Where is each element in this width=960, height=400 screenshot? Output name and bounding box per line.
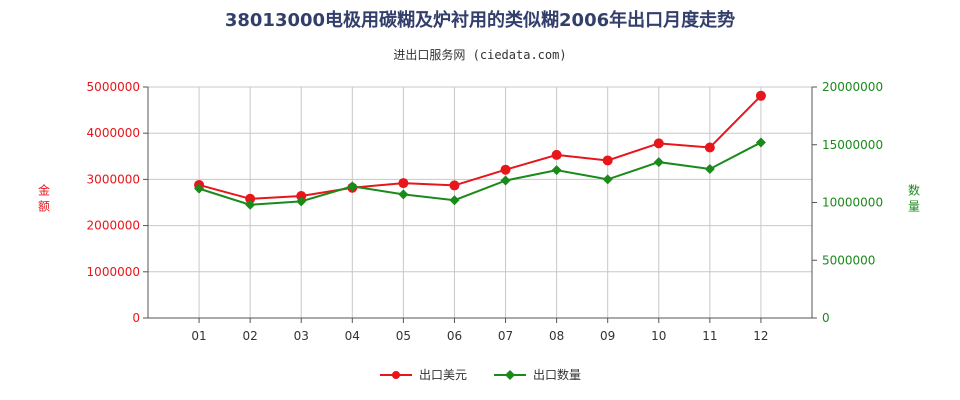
data-point-usd [551,149,562,160]
data-point-quantity [449,195,460,206]
data-point-quantity [500,175,511,186]
data-point-quantity [398,189,409,200]
data-point-usd [653,138,664,149]
data-point-quantity [245,199,256,210]
left-axis-tick-label: 2000000 [87,219,140,233]
data-point-quantity [755,137,766,148]
data-point-usd [296,191,307,202]
left-axis-title: 金额 [38,183,50,214]
left-axis-tick-label: 3000000 [87,172,140,186]
left-axis-tick-label: 4000000 [87,126,140,140]
chart-subtitle: 进出口服务网 (ciedata.com) [393,48,567,62]
data-point-usd [398,178,409,189]
data-point-quantity [296,196,307,207]
x-axis-tick-label: 02 [243,329,258,343]
data-point-quantity [602,174,613,185]
x-axis-tick-label: 01 [191,329,206,343]
x-axis-tick-label: 07 [498,329,513,343]
data-point-usd [500,164,511,175]
data-point-usd [449,180,460,191]
data-point-usd [704,142,715,153]
data-point-quantity [551,165,562,176]
data-point-usd [245,193,256,204]
chart-legend: 出口美元 出口数量 [0,366,960,383]
right-axis-tick-label: 20000000 [822,80,883,94]
data-point-quantity [194,183,205,194]
x-axis-tick-label: 11 [702,329,717,343]
legend-label-usd: 出口美元 [418,368,467,382]
left-axis-tick-label: 0 [132,311,140,325]
left-axis-tick-label: 1000000 [87,265,140,279]
right-axis-tick-label: 0 [822,311,830,325]
legend-label-quantity: 出口数量 [533,368,582,382]
data-point-usd [755,90,766,101]
x-axis-tick-label: 05 [396,329,411,343]
series-line-usd [198,95,762,200]
legend-item-usd[interactable]: 出口美元 [379,366,467,383]
x-axis-tick-label: 09 [600,329,615,343]
right-axis-tick-label: 5000000 [822,253,875,267]
x-axis-tick-label: 06 [447,329,462,343]
data-point-quantity [347,181,358,192]
x-axis-tick-label: 10 [651,329,666,343]
left-axis-tick-label: 5000000 [87,80,140,94]
data-point-quantity [653,157,664,168]
x-axis-tick-label: 04 [345,329,360,343]
legend-swatch-quantity [494,369,526,380]
right-axis-title: 数量 [908,183,920,214]
x-axis-tick-label: 12 [753,329,768,343]
series-line-quantity [198,141,762,206]
right-axis-tick-label: 15000000 [822,138,883,152]
chart-title: 38013000电极用碳糊及炉衬用的类似糊2006年出口月度走势 [224,10,736,31]
data-point-usd [602,155,613,166]
data-point-quantity [704,164,715,175]
legend-item-quantity[interactable]: 出口数量 [493,366,581,383]
x-axis-tick-label: 03 [294,329,309,343]
right-axis-tick-label: 10000000 [822,196,883,210]
x-axis-tick-label: 08 [549,329,564,343]
legend-swatch-usd [379,370,412,379]
